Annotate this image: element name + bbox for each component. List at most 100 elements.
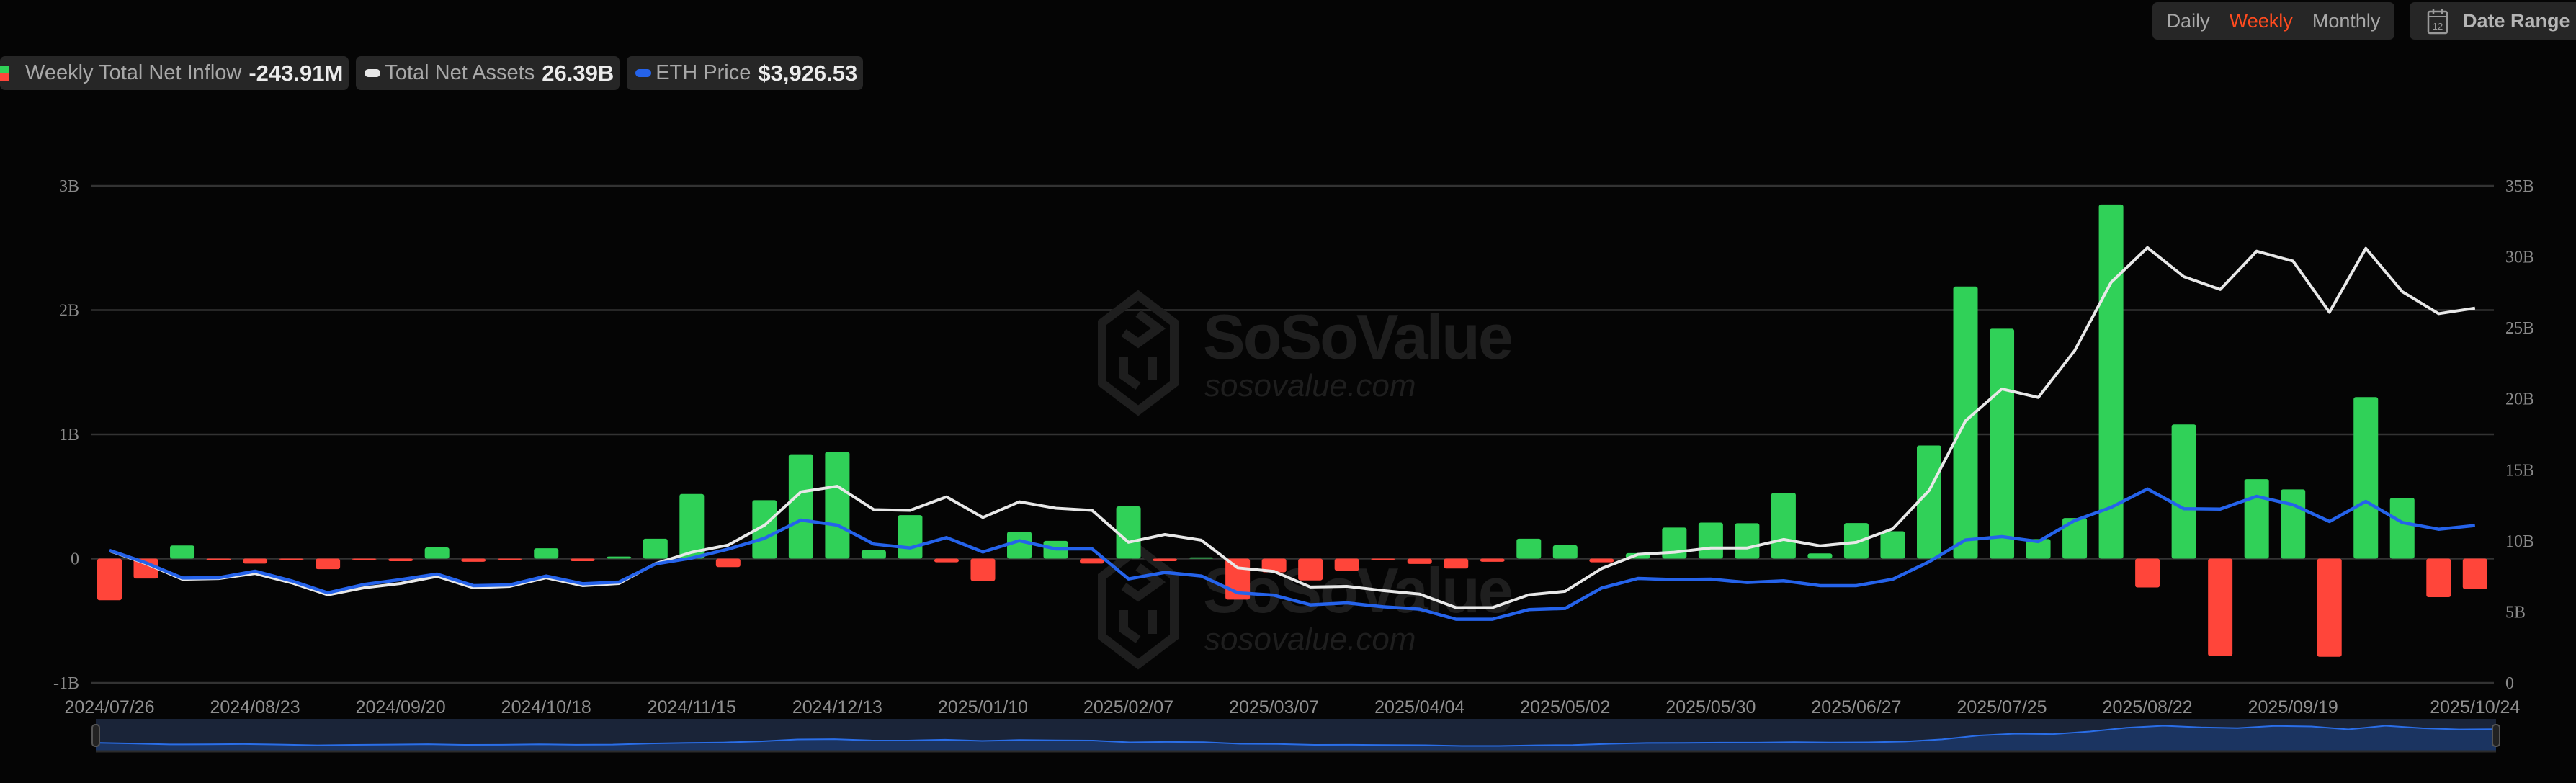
inflow-bar[interactable] bbox=[2353, 397, 2379, 559]
inflow-bar[interactable] bbox=[1480, 558, 1505, 562]
x-axis-tick-label: 2024/08/23 bbox=[210, 697, 300, 717]
legend-weekly-net-inflow[interactable]: Weekly Total Net Inflow -243.91M bbox=[0, 56, 349, 90]
x-axis-tick-label: 2025/07/25 bbox=[1956, 697, 2047, 717]
inflow-bar[interactable] bbox=[752, 500, 777, 559]
inflow-bar[interactable] bbox=[1589, 558, 1614, 563]
inflow-bar[interactable] bbox=[2208, 558, 2233, 656]
inflow-bar[interactable] bbox=[170, 545, 195, 559]
inflow-bar[interactable] bbox=[1153, 558, 1178, 561]
inflow-bar[interactable] bbox=[861, 550, 886, 559]
right-axis-tick-label: 5B bbox=[2505, 603, 2526, 622]
period-toggle: Daily Weekly Monthly bbox=[2152, 2, 2394, 40]
inflow-bar[interactable] bbox=[1116, 506, 1141, 559]
period-daily-button[interactable]: Daily bbox=[2166, 9, 2210, 32]
inflow-bar[interactable] bbox=[934, 558, 959, 563]
watermark-group: SoSoValuesosovalue.comSoSoValuesosovalue… bbox=[1098, 290, 1513, 670]
right-axis-tick-label: 0 bbox=[2505, 674, 2514, 693]
inflow-bar[interactable] bbox=[279, 558, 304, 560]
legend-value: 26.39B bbox=[542, 60, 614, 86]
navigator-right-handle[interactable] bbox=[2492, 724, 2500, 747]
inflow-bar[interactable] bbox=[352, 558, 377, 560]
eth-price-swatch-icon bbox=[635, 69, 652, 77]
navigator-line bbox=[95, 725, 2497, 747]
inflow-bar[interactable] bbox=[898, 515, 923, 559]
period-weekly-button[interactable]: Weekly bbox=[2229, 9, 2293, 32]
right-axis-tick-label: 10B bbox=[2505, 532, 2534, 551]
inflow-bar[interactable] bbox=[570, 558, 595, 561]
inflow-bar[interactable] bbox=[1407, 558, 1432, 564]
inflow-bar[interactable] bbox=[243, 558, 268, 564]
inflow-bar[interactable] bbox=[2062, 518, 2088, 559]
inflow-bar[interactable] bbox=[1371, 558, 1396, 560]
navigator-left-handle[interactable] bbox=[91, 724, 100, 747]
right-axis-tick-label: 25B bbox=[2505, 319, 2534, 338]
watermark-brand: SoSoValue bbox=[1203, 301, 1511, 372]
inflow-bar[interactable] bbox=[1516, 538, 1542, 559]
inflow-swatch-icon bbox=[0, 65, 9, 81]
inflow-bar[interactable] bbox=[715, 558, 741, 568]
inflow-bar[interactable] bbox=[1334, 558, 1359, 571]
x-axis-tick-label: 2024/10/18 bbox=[501, 697, 591, 717]
inflow-bar[interactable] bbox=[206, 558, 231, 560]
inflow-bar[interactable] bbox=[2135, 558, 2160, 588]
left-axis-labels: -1B 0 1B 2B 3B bbox=[53, 177, 79, 693]
inflow-bar[interactable] bbox=[1698, 522, 1723, 559]
x-axis-tick-label: 2025/08/22 bbox=[2103, 697, 2193, 717]
navigator-area bbox=[96, 725, 2496, 751]
range-navigator[interactable] bbox=[91, 719, 2500, 753]
legend-total-net-assets[interactable]: Total Net Assets 26.39B bbox=[356, 56, 620, 90]
x-axis-tick-label: 2025/03/07 bbox=[1229, 697, 1319, 717]
inflow-bar[interactable] bbox=[2098, 204, 2124, 559]
inflow-bar[interactable] bbox=[2462, 558, 2487, 589]
inflow-bar[interactable] bbox=[1080, 558, 1105, 564]
inflow-bar[interactable] bbox=[1771, 493, 1796, 559]
inflow-bar[interactable] bbox=[2389, 497, 2415, 559]
inflow-bar[interactable] bbox=[1444, 558, 1469, 569]
inflow-bar[interactable] bbox=[316, 558, 341, 570]
inflow-bar[interactable] bbox=[2171, 424, 2196, 559]
inflow-bar[interactable] bbox=[1189, 557, 1214, 559]
inflow-bar[interactable] bbox=[2426, 558, 2451, 597]
inflow-bar[interactable] bbox=[1880, 531, 1905, 559]
inflow-bar[interactable] bbox=[534, 548, 559, 559]
inflow-bar[interactable] bbox=[788, 454, 813, 559]
inflow-bar[interactable] bbox=[1298, 558, 1323, 581]
inflow-bar[interactable] bbox=[497, 558, 522, 560]
inflow-bar[interactable] bbox=[97, 558, 122, 601]
inflow-bar[interactable] bbox=[1735, 523, 1760, 559]
eth-price-line[interactable] bbox=[109, 487, 2476, 621]
inflow-bar[interactable] bbox=[2244, 479, 2269, 559]
inflow-bar[interactable] bbox=[1990, 328, 2015, 559]
left-axis-tick-label: 0 bbox=[71, 550, 79, 569]
gridlines bbox=[91, 184, 2494, 684]
inflow-bar[interactable] bbox=[461, 558, 486, 562]
inflow-bar[interactable] bbox=[1007, 532, 1032, 559]
right-axis-tick-label: 15B bbox=[2505, 461, 2534, 480]
x-axis-tick-label: 2025/05/02 bbox=[1520, 697, 1610, 717]
inflow-bar[interactable] bbox=[424, 547, 450, 559]
sosovalue-logo-icon bbox=[1098, 290, 1179, 416]
period-monthly-button[interactable]: Monthly bbox=[2312, 9, 2381, 32]
inflow-bar[interactable] bbox=[1552, 545, 1578, 559]
x-axis-tick-label: 2024/11/15 bbox=[648, 697, 736, 717]
chart-legend: Weekly Total Net Inflow -243.91M Total N… bbox=[0, 56, 864, 90]
calendar-icon: 12 bbox=[2427, 9, 2448, 35]
sosovalue-logo-mark bbox=[1119, 310, 1166, 390]
inflow-bar[interactable] bbox=[2317, 558, 2342, 657]
inflow-bar[interactable] bbox=[1807, 553, 1833, 559]
inflow-bar[interactable] bbox=[2026, 539, 2051, 559]
inflow-bar[interactable] bbox=[607, 556, 632, 559]
inflow-bar[interactable] bbox=[388, 558, 413, 561]
x-axis-tick-label: 2024/12/13 bbox=[792, 697, 882, 717]
inflow-bar[interactable] bbox=[643, 538, 668, 559]
inflow-bar[interactable] bbox=[970, 558, 996, 581]
inflow-bar[interactable] bbox=[2281, 489, 2306, 559]
inflow-bar[interactable] bbox=[1917, 445, 1941, 559]
left-axis-tick-label: -1B bbox=[53, 674, 79, 693]
inflow-bar[interactable] bbox=[1261, 558, 1287, 573]
date-range-button[interactable]: 12 Date Range bbox=[2410, 2, 2576, 40]
inflow-bar[interactable] bbox=[679, 493, 705, 559]
inflow-bar[interactable] bbox=[825, 452, 850, 559]
legend-eth-price[interactable]: ETH Price $3,926.53 bbox=[627, 56, 864, 90]
net-assets-swatch-icon bbox=[365, 69, 381, 77]
